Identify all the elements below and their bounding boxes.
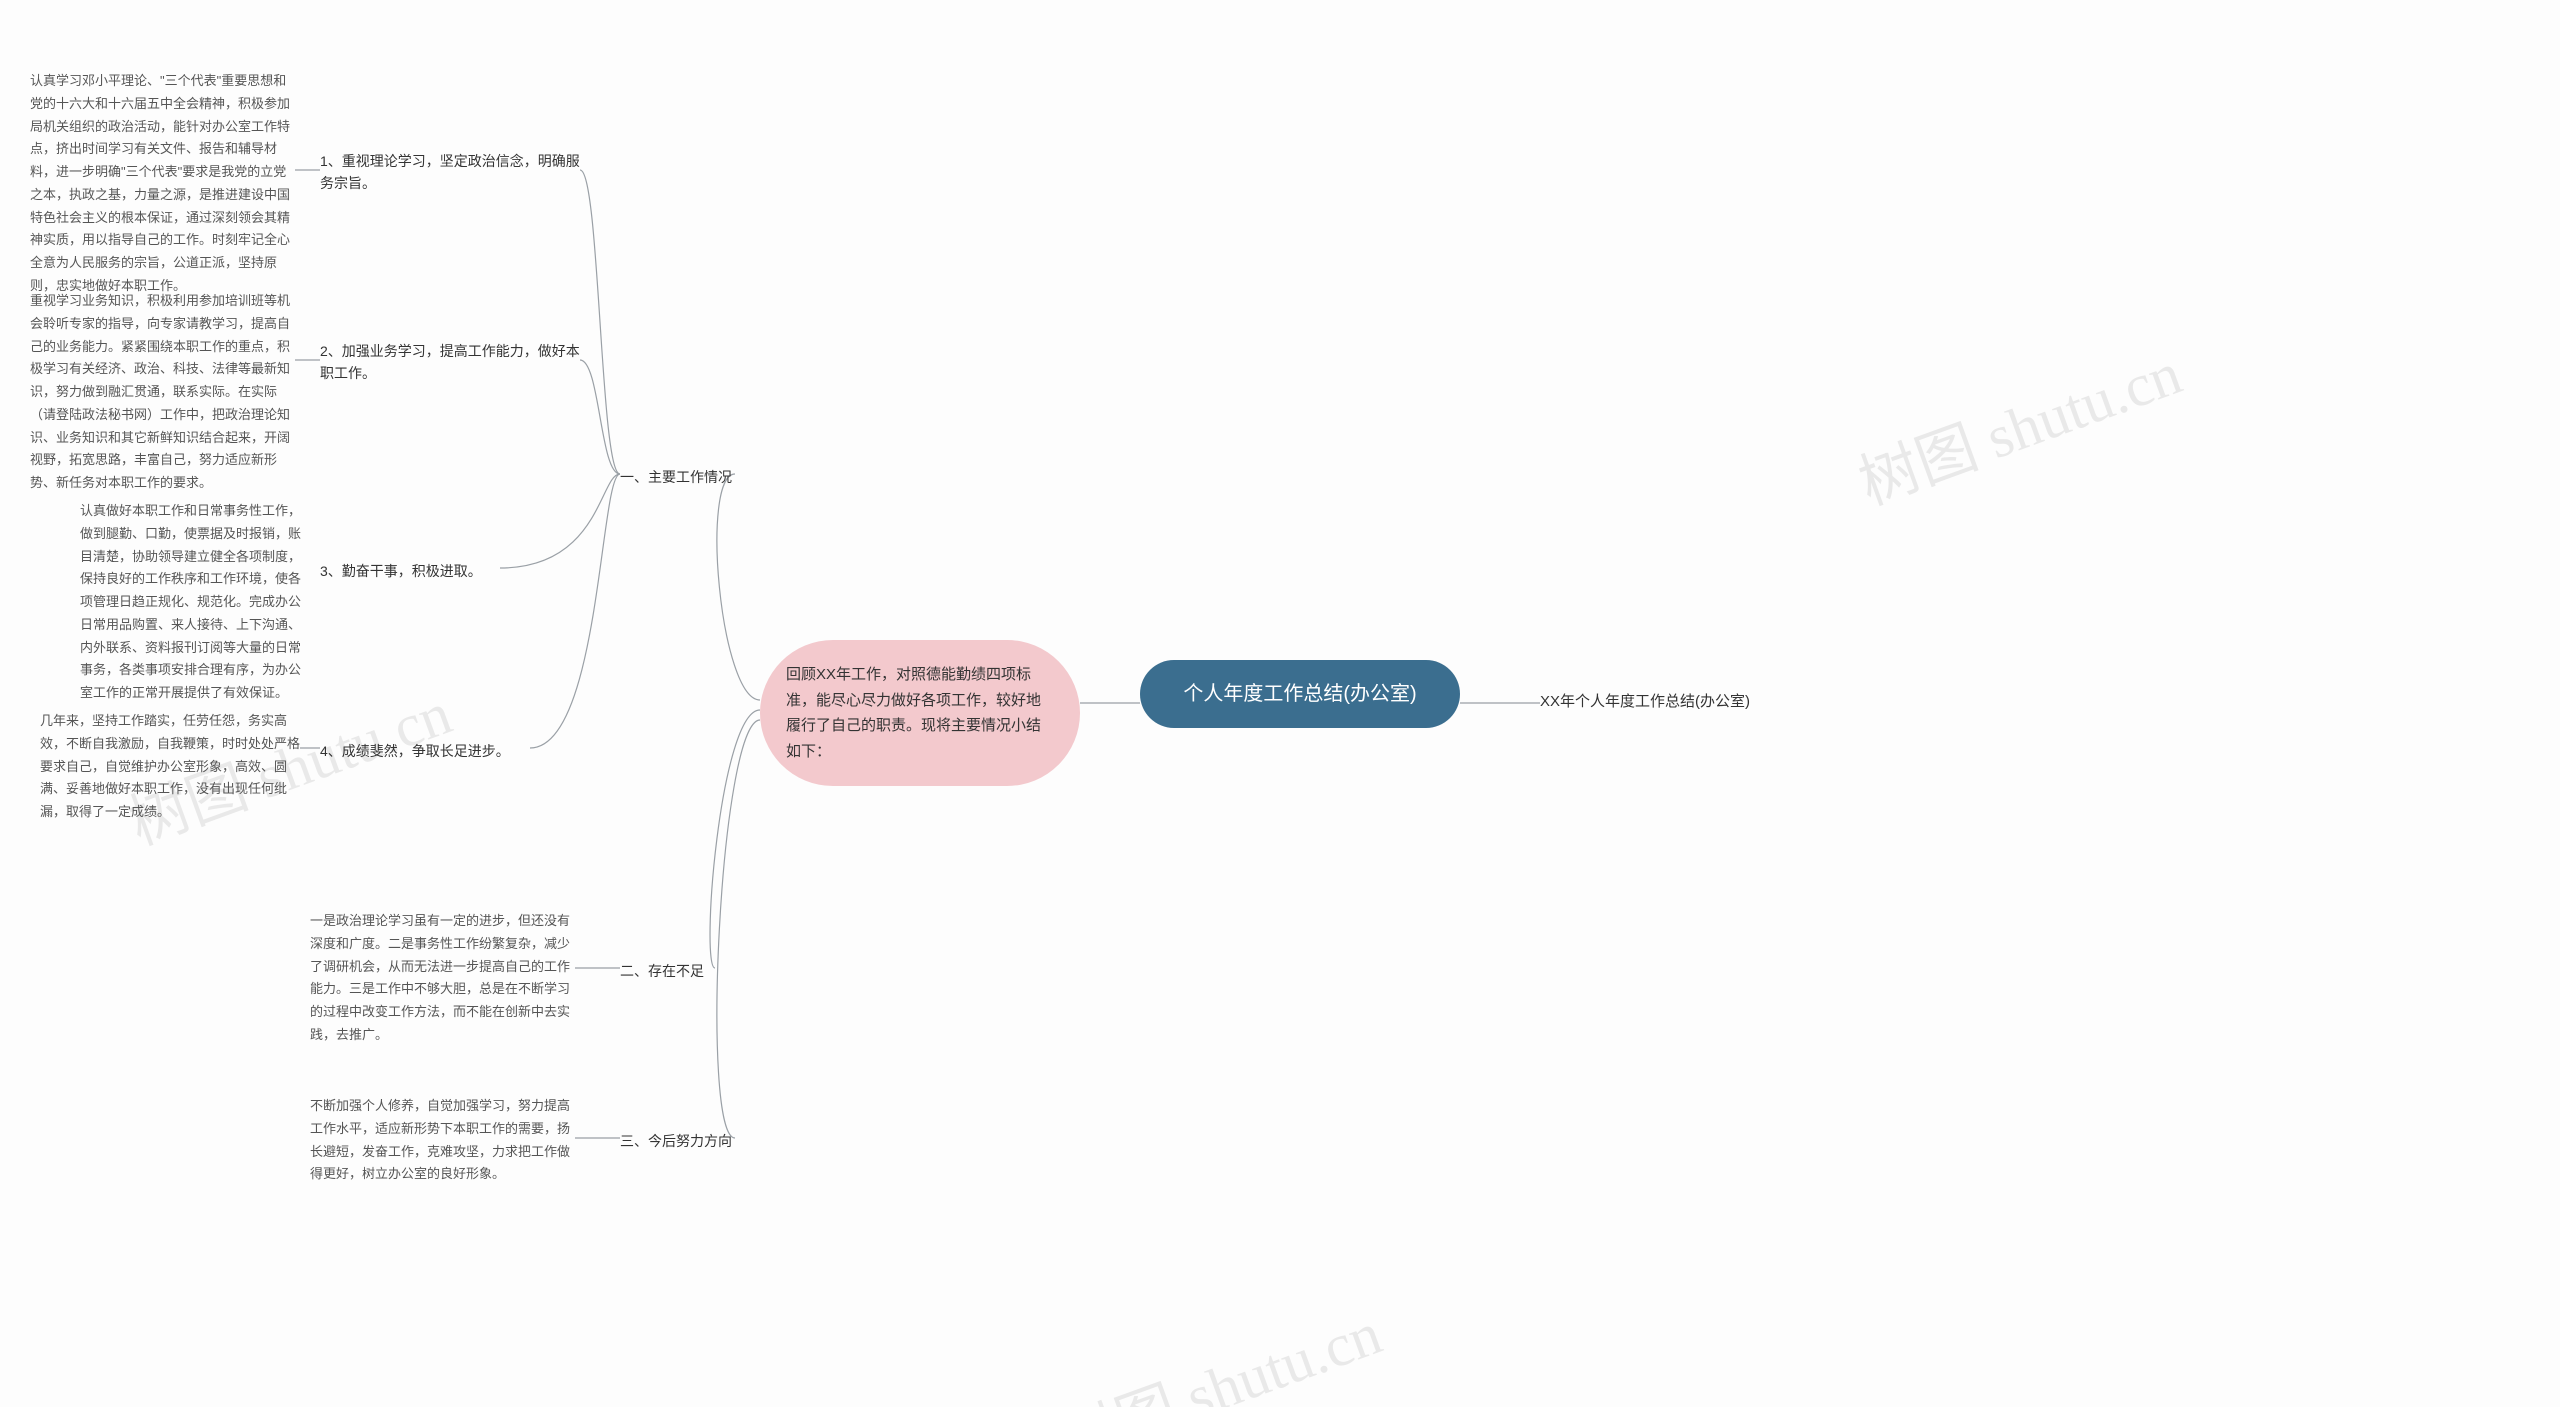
branch-3-label[interactable]: 三、今后努力方向: [620, 1130, 732, 1152]
item-1-1-body-text: 认真学习邓小平理论、"三个代表"重要思想和党的十六大和十六届五中全会精神，积极参…: [30, 73, 290, 293]
item-1-1-title-text: 1、重视理论学习，坚定政治信念，明确服务宗旨。: [320, 153, 580, 191]
right-leaf-text: XX年个人年度工作总结(办公室): [1540, 693, 1750, 710]
item-1-4-title-text: 4、成绩斐然，争取长足进步。: [320, 743, 510, 759]
branch-1-label[interactable]: 一、主要工作情况: [620, 466, 732, 488]
item-3-1-body-text: 不断加强个人修养，自觉加强学习，努力提高工作水平，适应新形势下本职工作的需要，扬…: [310, 1098, 570, 1181]
root-title: 个人年度工作总结(办公室): [1183, 678, 1416, 710]
item-1-1-title[interactable]: 1、重视理论学习，坚定政治信念，明确服务宗旨。: [320, 150, 580, 195]
watermark: 树图 shutu.cn: [1845, 325, 2191, 522]
intro-node[interactable]: 回顾XX年工作，对照德能勤绩四项标准，能尽心尽力做好各项工作，较好地履行了自己的…: [760, 640, 1080, 786]
item-2-1-body: 一是政治理论学习虽有一定的进步，但还没有深度和广度。二是事务性工作纷繁复杂，减少…: [310, 910, 570, 1047]
item-1-2-body: 重视学习业务知识，积极利用参加培训班等机会聆听专家的指导，向专家请教学习，提高自…: [30, 290, 290, 495]
item-1-4-body: 几年来，坚持工作踏实，任劳任怨，务实高效，不断自我激励，自我鞭策，时时处处严格要…: [40, 710, 300, 824]
item-1-4-body-text: 几年来，坚持工作踏实，任劳任怨，务实高效，不断自我激励，自我鞭策，时时处处严格要…: [40, 713, 300, 819]
item-1-3-body: 认真做好本职工作和日常事务性工作，做到腿勤、口勤，使票据及时报销，账目清楚，协助…: [80, 500, 310, 705]
item-1-3-body-text: 认真做好本职工作和日常事务性工作，做到腿勤、口勤，使票据及时报销，账目清楚，协助…: [80, 503, 301, 700]
item-1-3-title-text: 3、勤奋干事，积极进取。: [320, 563, 482, 579]
item-1-4-title[interactable]: 4、成绩斐然，争取长足进步。: [320, 740, 530, 762]
item-1-2-title-text: 2、加强业务学习，提高工作能力，做好本职工作。: [320, 343, 580, 381]
item-1-2-title[interactable]: 2、加强业务学习，提高工作能力，做好本职工作。: [320, 340, 580, 385]
item-2-1-body-text: 一是政治理论学习虽有一定的进步，但还没有深度和广度。二是事务性工作纷繁复杂，减少…: [310, 913, 570, 1042]
branch-3-text: 三、今后努力方向: [620, 1133, 732, 1149]
branch-2-label[interactable]: 二、存在不足: [620, 960, 704, 982]
intro-text: 回顾XX年工作，对照德能勤绩四项标准，能尽心尽力做好各项工作，较好地履行了自己的…: [786, 662, 1054, 764]
item-3-1-body: 不断加强个人修养，自觉加强学习，努力提高工作水平，适应新形势下本职工作的需要，扬…: [310, 1095, 570, 1186]
root-node[interactable]: 个人年度工作总结(办公室): [1140, 660, 1460, 728]
watermark: 树图 shutu.cn: [1045, 1285, 1391, 1407]
item-1-3-title[interactable]: 3、勤奋干事，积极进取。: [320, 560, 500, 582]
item-1-1-body: 认真学习邓小平理论、"三个代表"重要思想和党的十六大和十六届五中全会精神，积极参…: [30, 70, 290, 298]
branch-2-text: 二、存在不足: [620, 963, 704, 979]
branch-1-text: 一、主要工作情况: [620, 469, 732, 485]
item-1-2-body-text: 重视学习业务知识，积极利用参加培训班等机会聆听专家的指导，向专家请教学习，提高自…: [30, 293, 290, 490]
right-leaf-node[interactable]: XX年个人年度工作总结(办公室): [1540, 690, 1750, 714]
